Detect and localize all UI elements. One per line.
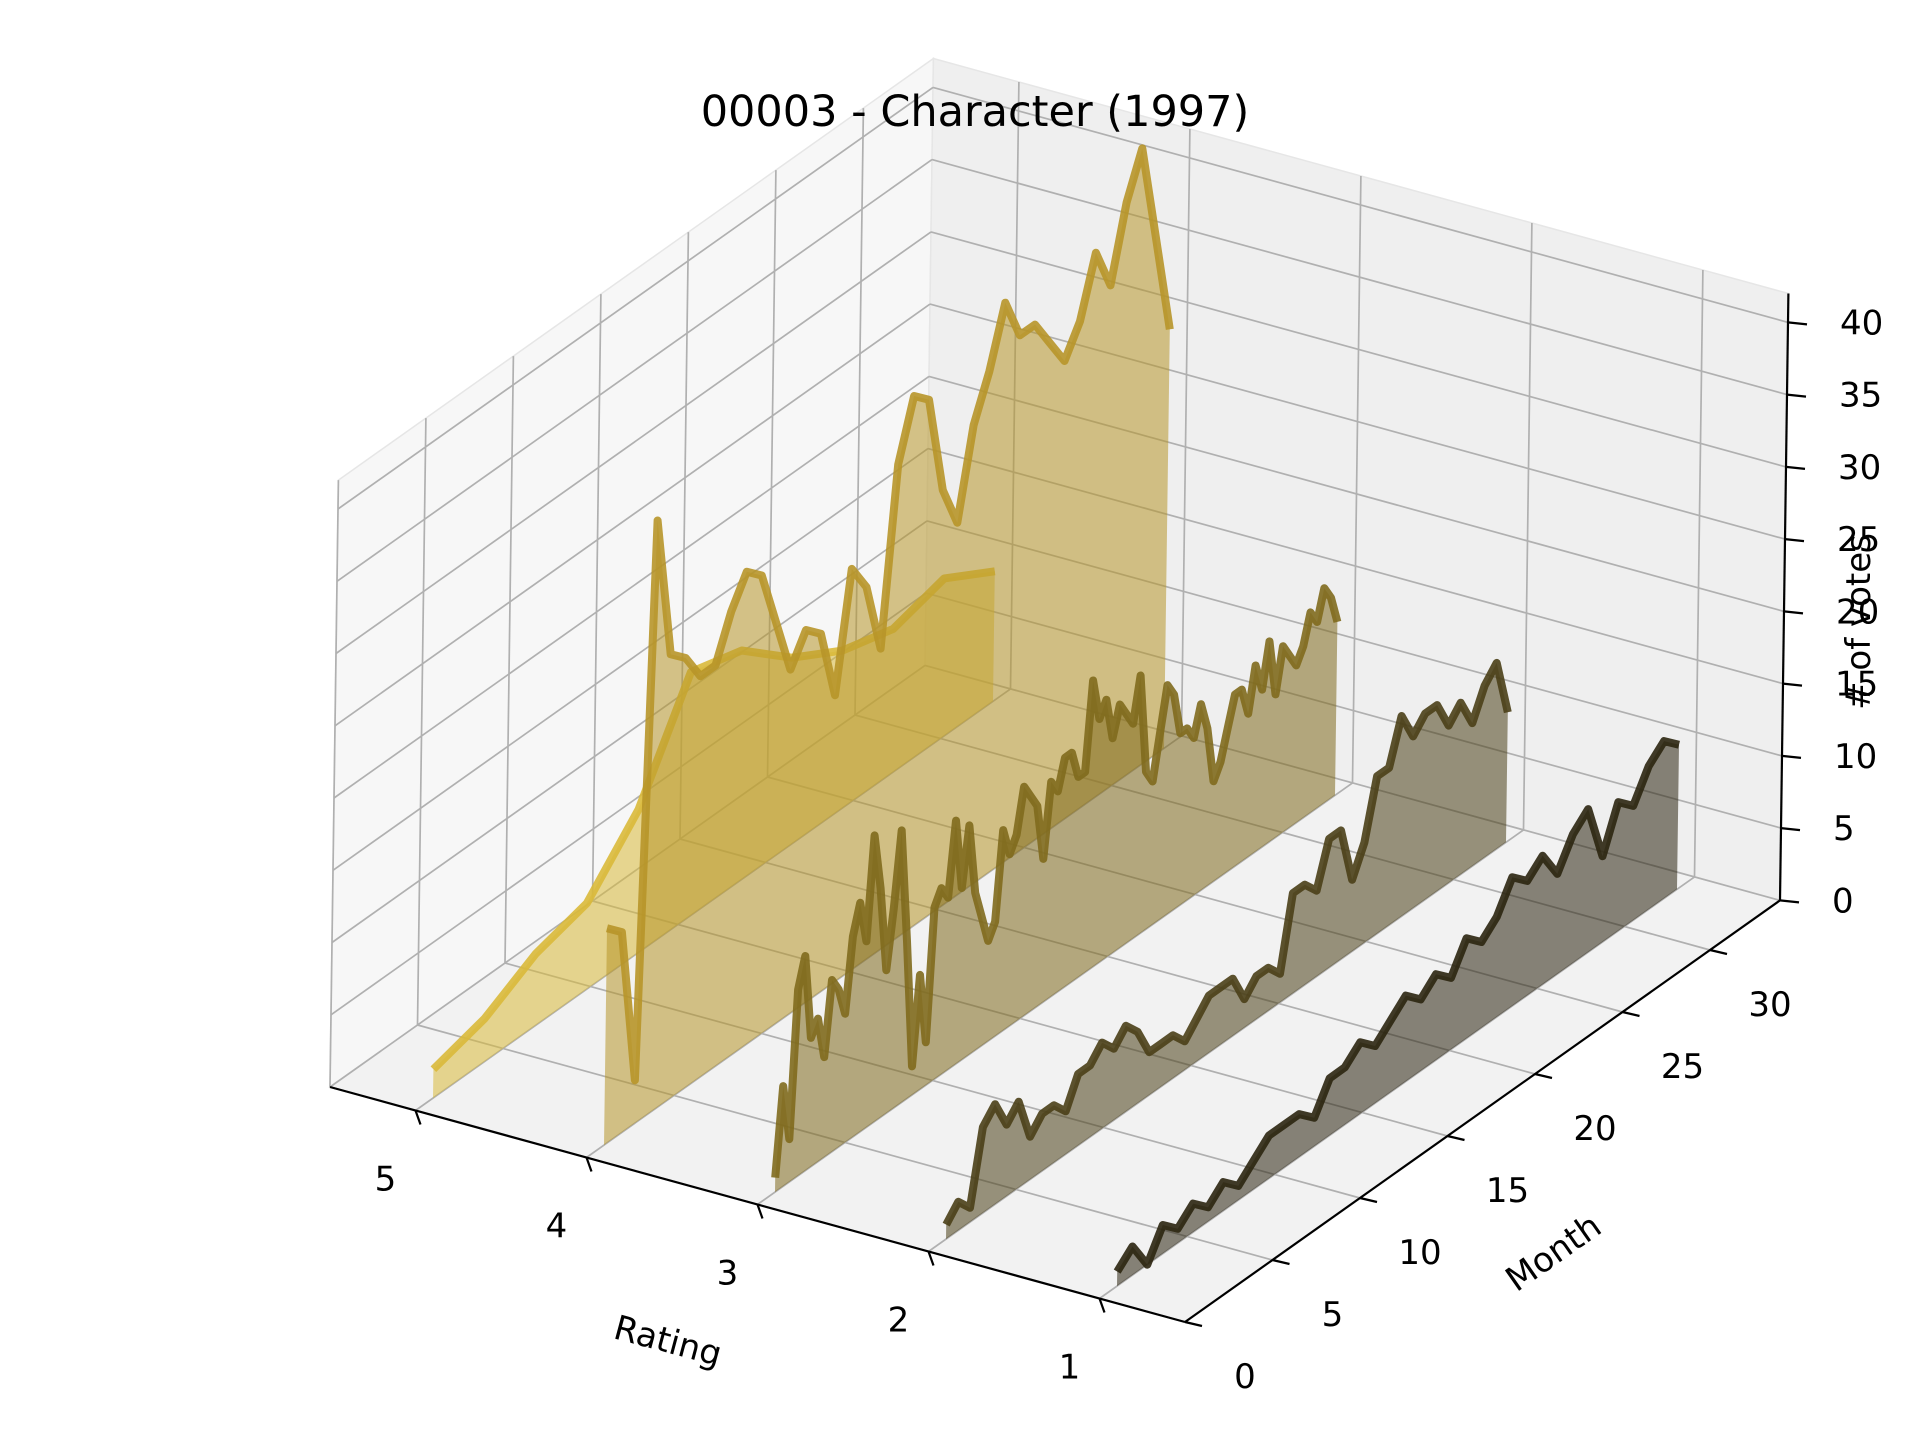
z-tick-label-35: 35 — [1839, 376, 1882, 416]
series-line-rating-3 — [771, 584, 1342, 1178]
z-tick-label-15: 15 — [1835, 665, 1878, 705]
x-tick-1 — [1098, 1298, 1106, 1313]
z-tick-label-20: 20 — [1836, 592, 1879, 632]
x-tick-label-4: 4 — [546, 1207, 568, 1247]
grid-left-z-40 — [337, 86, 934, 510]
z-tick-label-5: 5 — [1833, 809, 1855, 849]
y-tick-label-30: 30 — [1748, 985, 1791, 1025]
grid-left-z-35 — [336, 158, 933, 582]
grid-left-z-30 — [335, 231, 932, 655]
z-tick-25 — [1784, 538, 1805, 543]
z-tick-label-30: 30 — [1838, 448, 1881, 488]
z-tick-30 — [1785, 465, 1806, 470]
x-tick-label-5: 5 — [375, 1160, 397, 1200]
y-tick-15 — [1447, 1134, 1465, 1142]
series-line-rating-4 — [606, 144, 1174, 1085]
y-tick-10 — [1359, 1196, 1378, 1204]
y-axis-label: Month — [1499, 1206, 1609, 1300]
y-tick-20 — [1534, 1072, 1553, 1080]
series-4 — [604, 144, 1174, 1146]
series-group — [430, 144, 1680, 1287]
grid-floor-rating-3 — [757, 782, 1353, 1206]
grid-back-z-35 — [931, 158, 1788, 396]
series-line-rating-1 — [1113, 737, 1680, 1274]
y-tick-label-15: 15 — [1486, 1171, 1529, 1211]
y-tick-label-10: 10 — [1398, 1233, 1441, 1273]
grid-back-z-30 — [930, 231, 1787, 468]
grid-left-z-10 — [331, 520, 928, 944]
z-tick-35 — [1786, 393, 1807, 398]
x-tick-4 — [585, 1157, 593, 1172]
y-tick-25 — [1622, 1010, 1640, 1018]
z-tick-0 — [1779, 899, 1800, 904]
grid-left-z-20 — [333, 375, 930, 799]
z-tick-label-0: 0 — [1832, 881, 1854, 921]
z-tick-5 — [1780, 827, 1801, 832]
z-tick-label-10: 10 — [1834, 737, 1877, 777]
z-tick-10 — [1781, 754, 1802, 759]
y-tick-label-25: 25 — [1661, 1047, 1704, 1087]
grid-left-z-25 — [334, 303, 931, 727]
x-tick-3 — [756, 1204, 764, 1219]
z-tick-20 — [1783, 610, 1804, 615]
z-tick-label-25: 25 — [1837, 520, 1880, 560]
series-1 — [1113, 737, 1680, 1287]
y-tick-30 — [1709, 948, 1728, 956]
y-tick-0 — [1184, 1320, 1203, 1328]
series-2 — [942, 658, 1512, 1240]
series-fill-rating-2 — [946, 662, 1508, 1240]
y-tick-label-20: 20 — [1573, 1109, 1616, 1149]
z-tick-label-40: 40 — [1840, 303, 1883, 343]
grid-back-z-40 — [932, 86, 1789, 324]
x-tick-2 — [927, 1251, 935, 1266]
x-tick-5 — [414, 1110, 422, 1125]
z-tick-15 — [1782, 682, 1803, 687]
series-line-rating-2 — [942, 658, 1512, 1227]
series-3 — [771, 584, 1342, 1193]
y-axis-line — [1184, 899, 1781, 1323]
x-tick-label-1: 1 — [1059, 1348, 1081, 1388]
y-tick-5 — [1272, 1258, 1290, 1266]
y-tick-label-5: 5 — [1322, 1295, 1344, 1335]
x-tick-label-3: 3 — [717, 1254, 739, 1294]
grid-left-z-15 — [332, 447, 929, 871]
x-tick-label-2: 2 — [888, 1301, 910, 1341]
series-fill-rating-4 — [604, 148, 1170, 1146]
chart-title: 00003 - Character (1997) — [701, 87, 1250, 137]
x-axis-label: Rating — [610, 1308, 726, 1375]
y-tick-label-0: 0 — [1234, 1357, 1256, 1397]
z-tick-40 — [1787, 321, 1808, 326]
z-axis-label: # of votes — [1839, 534, 1879, 710]
